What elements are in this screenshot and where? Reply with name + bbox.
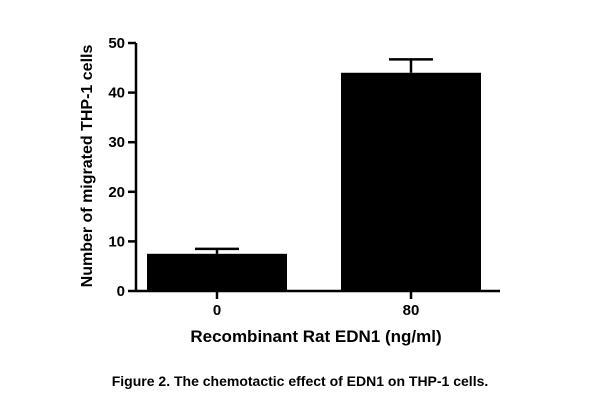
y-tick-label: 30 — [108, 134, 125, 151]
x-axis-title: Recombinant Rat EDN1 (ng/ml) — [190, 327, 441, 346]
y-tick-label: 10 — [108, 233, 125, 250]
figure-caption: Figure 2. The chemotactic effect of EDN1… — [111, 373, 489, 389]
x-tick-label: 80 — [403, 302, 420, 319]
y-tick-label: 0 — [117, 283, 125, 300]
y-tick-label: 20 — [108, 184, 125, 201]
y-tick-label: 50 — [108, 35, 125, 52]
x-tick-label: 0 — [213, 302, 221, 319]
plot-area: 0 10 20 30 40 50 0 80 — [108, 35, 500, 319]
y-axis-title: Number of migrated THP-1 cells — [79, 45, 96, 288]
chart: 0 10 20 30 40 50 0 80 Recombinant Rat EDN1 (ng/… — [79, 35, 500, 346]
bar — [341, 72, 481, 291]
y-tick-label: 40 — [108, 85, 125, 102]
bar — [147, 253, 287, 291]
